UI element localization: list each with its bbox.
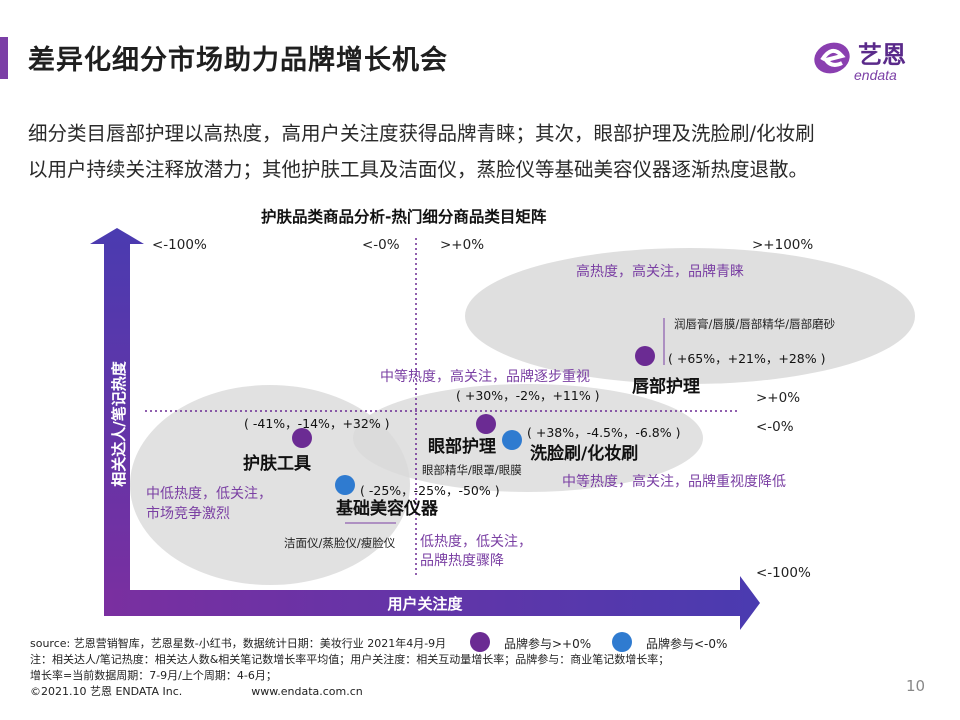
legend-dot-negative: [612, 632, 632, 652]
skincare-tools-label: 护肤工具: [243, 453, 311, 474]
annotation-mid-low-heat-2: 市场竞争激烈: [146, 505, 230, 522]
beauty-devices-label: 基础美容仪器: [335, 498, 439, 519]
y-axis-label: 相关达人/笔记热度: [110, 360, 128, 486]
footer-website[interactable]: www.endata.com.cn: [251, 685, 363, 698]
eye-care-sub: 眼部精华/眼罩/眼膜: [422, 463, 522, 477]
footer-note-1: 注：相关达人/笔记热度：相关达人数&相关笔记数增长率平均值；用户关注度：相关互动…: [30, 653, 670, 666]
annotation-low-heat-2: 品牌热度骤降: [420, 552, 504, 569]
slide-title: 差异化细分市场助力品牌增长机会: [28, 45, 448, 76]
lip-care-sub: 润唇膏/唇膜/唇部精华/唇部磨砂: [674, 317, 836, 331]
face-brush-label: 洗脸刷/化妆刷: [530, 443, 638, 464]
point-eye-care[interactable]: [476, 414, 496, 434]
endata-logo: 艺恩 endata: [812, 36, 932, 86]
point-beauty-devices[interactable]: [335, 475, 355, 495]
chart-title: 护肤品类商品分析-热门细分商品类目矩阵: [261, 208, 547, 226]
beauty-devices-sub: 洁面仪/蒸脸仪/瘦脸仪: [284, 536, 396, 550]
region-high-heat: [465, 248, 915, 384]
face-brush-values: ( +38%，-4.5%，-6.8% ): [527, 425, 681, 440]
intro-line-2: 以用户持续关注释放潜力；其他护肤工具及洁面仪，蒸脸仪等基础美容仪器逐渐热度退散。: [28, 158, 809, 181]
footer-notes: source: 艺恩营销智库，艺恩星数-小红书，数据统计日期：美妆行业 2021…: [30, 636, 750, 700]
title-accent-bar: [0, 37, 8, 79]
endata-logo-icon: 艺恩 endata: [814, 42, 906, 83]
logo-subtext: endata: [854, 67, 897, 83]
label-bottom-right: <-100%: [756, 565, 811, 581]
legend-dot-positive: [470, 632, 490, 652]
x-axis-label: 用户关注度: [387, 595, 463, 613]
label-top-center-left: <-0%: [362, 237, 400, 253]
x-axis-arrow: [104, 576, 760, 630]
label-mid-right-upper: >+0%: [756, 390, 800, 406]
region-low-heat: [130, 385, 410, 585]
y-axis-arrow: [90, 228, 144, 610]
eye-care-values: ( +30%，-2%，+11% ): [456, 388, 600, 403]
point-lip-care[interactable]: [635, 346, 655, 366]
legend-label-positive: 品牌参与>+0%: [504, 637, 592, 651]
annotation-low-heat-1: 低热度，低关注，: [420, 534, 532, 550]
footer-source: source: 艺恩营销智库，艺恩星数-小红书，数据统计日期：美妆行业 2021…: [30, 637, 447, 650]
lip-care-label: 唇部护理: [632, 376, 700, 397]
label-top-center-right: >+0%: [440, 237, 484, 253]
footer-copyright: ©2021.10 艺恩 ENDATA Inc.: [30, 685, 183, 698]
logo-text: 艺恩: [858, 42, 906, 69]
intro-paragraph: 细分类目唇部护理以高热度，高用户关注度获得品牌青睐；其次，眼部护理及洗脸刷/化妆…: [28, 116, 938, 188]
label-top-right: >+100%: [752, 237, 813, 253]
label-top-left: <-100%: [152, 237, 207, 253]
skincare-tools-values: ( -41%，-14%，+32% ): [244, 416, 390, 431]
intro-line-1: 细分类目唇部护理以高热度，高用户关注度获得品牌青睐；其次，眼部护理及洗脸刷/化妆…: [28, 122, 815, 145]
legend-label-negative: 品牌参与<-0%: [646, 637, 728, 651]
annotation-mid-heat-rising: 中等热度，高关注，品牌逐步重视: [380, 368, 590, 385]
footer-bottom: ©2021.10 艺恩 ENDATA Inc. www.endata.com.c…: [30, 684, 750, 700]
annotation-mid-heat-falling: 中等热度，高关注，品牌重视度降低: [562, 473, 786, 490]
label-mid-right-lower: <-0%: [756, 419, 794, 435]
beauty-devices-values: ( -25%，-25%，-50% ): [360, 483, 500, 498]
annotation-mid-low-heat-1: 中低热度，低关注，: [146, 486, 272, 502]
page-number: 10: [906, 677, 926, 695]
annotation-high-heat: 高热度，高关注，品牌青睐: [576, 263, 744, 280]
lip-care-values: ( +65%，+21%，+28% ): [668, 351, 825, 366]
point-skincare-tools[interactable]: [292, 428, 312, 448]
eye-care-label: 眼部护理: [428, 436, 496, 457]
footer-note-2: 增长率=当前数据周期：7-9月/上个周期：4-6月；: [30, 669, 277, 682]
point-face-brush[interactable]: [502, 430, 522, 450]
